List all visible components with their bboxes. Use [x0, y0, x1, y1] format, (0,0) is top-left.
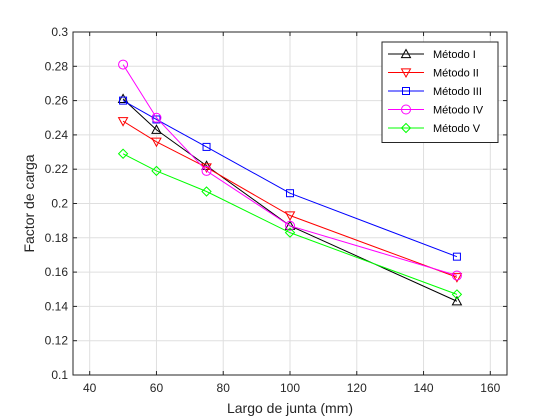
legend-label: Método IV: [433, 105, 484, 117]
data-point: [119, 96, 128, 105]
series-2: [117, 117, 463, 283]
y-tick-label: 0.16: [45, 265, 69, 279]
data-point: [451, 289, 463, 300]
data-point: [284, 227, 296, 238]
legend-label: Método V: [433, 123, 481, 135]
x-axis-title: Largo de junta (mm): [227, 400, 353, 416]
legend-label: Método II: [433, 68, 479, 80]
y-axis-title: Factor de carga: [21, 154, 37, 252]
data-point: [452, 252, 461, 261]
data-point: [152, 115, 161, 124]
series-line: [122, 98, 458, 302]
legend: Método I Método II Método III Método IV Méto…: [381, 41, 499, 143]
x-tick-label: 140: [414, 381, 434, 395]
data-point: [117, 117, 129, 127]
data-point: [117, 93, 129, 103]
series-3: [119, 96, 461, 261]
y-tick-label: 0.26: [45, 94, 69, 108]
series-line: [122, 64, 458, 277]
data-point: [118, 59, 129, 70]
data-point: [451, 295, 463, 306]
data-point: [284, 211, 296, 222]
data-point: [286, 189, 294, 198]
data-point: [201, 160, 212, 170]
y-tick-label: 0.2: [51, 197, 68, 211]
legend-item: Método V: [388, 122, 481, 135]
data-point: [151, 137, 162, 148]
data-point: [117, 148, 129, 159]
series-1: [117, 93, 463, 306]
data-point: [451, 273, 463, 283]
legend-item: Método III: [388, 86, 482, 98]
legend-marker: [400, 48, 412, 59]
legend-marker: [402, 87, 410, 95]
series-line: [122, 120, 458, 278]
y-tick-label: 0.22: [45, 162, 69, 176]
x-tick-label: 160: [480, 381, 500, 395]
y-tick-label: 0.3: [51, 25, 68, 39]
x-tick-label: 100: [280, 381, 300, 395]
legend-marker: [401, 104, 411, 115]
series-4: [118, 59, 462, 281]
data-point: [285, 220, 295, 231]
axis-ticks: 40 60 80 100 120 140 160 0.1 0.12 0.14 0.16 0.18 0.2…: [45, 25, 507, 395]
x-tick-label: 60: [150, 381, 164, 395]
data-point: [201, 186, 212, 197]
legend-label: Método I: [433, 49, 476, 61]
y-tick-label: 0.12: [45, 334, 69, 348]
x-tick-label: 80: [217, 381, 231, 395]
legend-label: Método III: [433, 86, 482, 98]
legend-item: Método I: [388, 48, 476, 61]
y-tick-label: 0.18: [45, 231, 69, 245]
y-tick-label: 0.14: [45, 299, 69, 313]
series-line: [122, 100, 458, 258]
x-tick-label: 120: [347, 381, 367, 395]
data-point: [151, 124, 162, 134]
data-point: [284, 220, 296, 230]
data-point: [202, 142, 211, 151]
series-line: [122, 153, 458, 295]
data-point: [451, 270, 462, 281]
data-point: [151, 165, 162, 177]
y-tick-label: 0.24: [45, 128, 69, 142]
y-tick-label: 0.1: [51, 368, 68, 382]
data-point: [201, 165, 212, 176]
legend-marker: [400, 68, 412, 79]
series-lines: [117, 59, 463, 306]
y-tick-label: 0.28: [45, 59, 69, 73]
legend-marker: [400, 122, 412, 134]
series-5: [117, 148, 463, 300]
x-tick-label: 40: [83, 381, 97, 395]
legend-item: Método IV: [388, 104, 484, 117]
legend-box: [381, 41, 499, 143]
legend-item: Método II: [388, 68, 479, 80]
data-point: [151, 112, 162, 123]
